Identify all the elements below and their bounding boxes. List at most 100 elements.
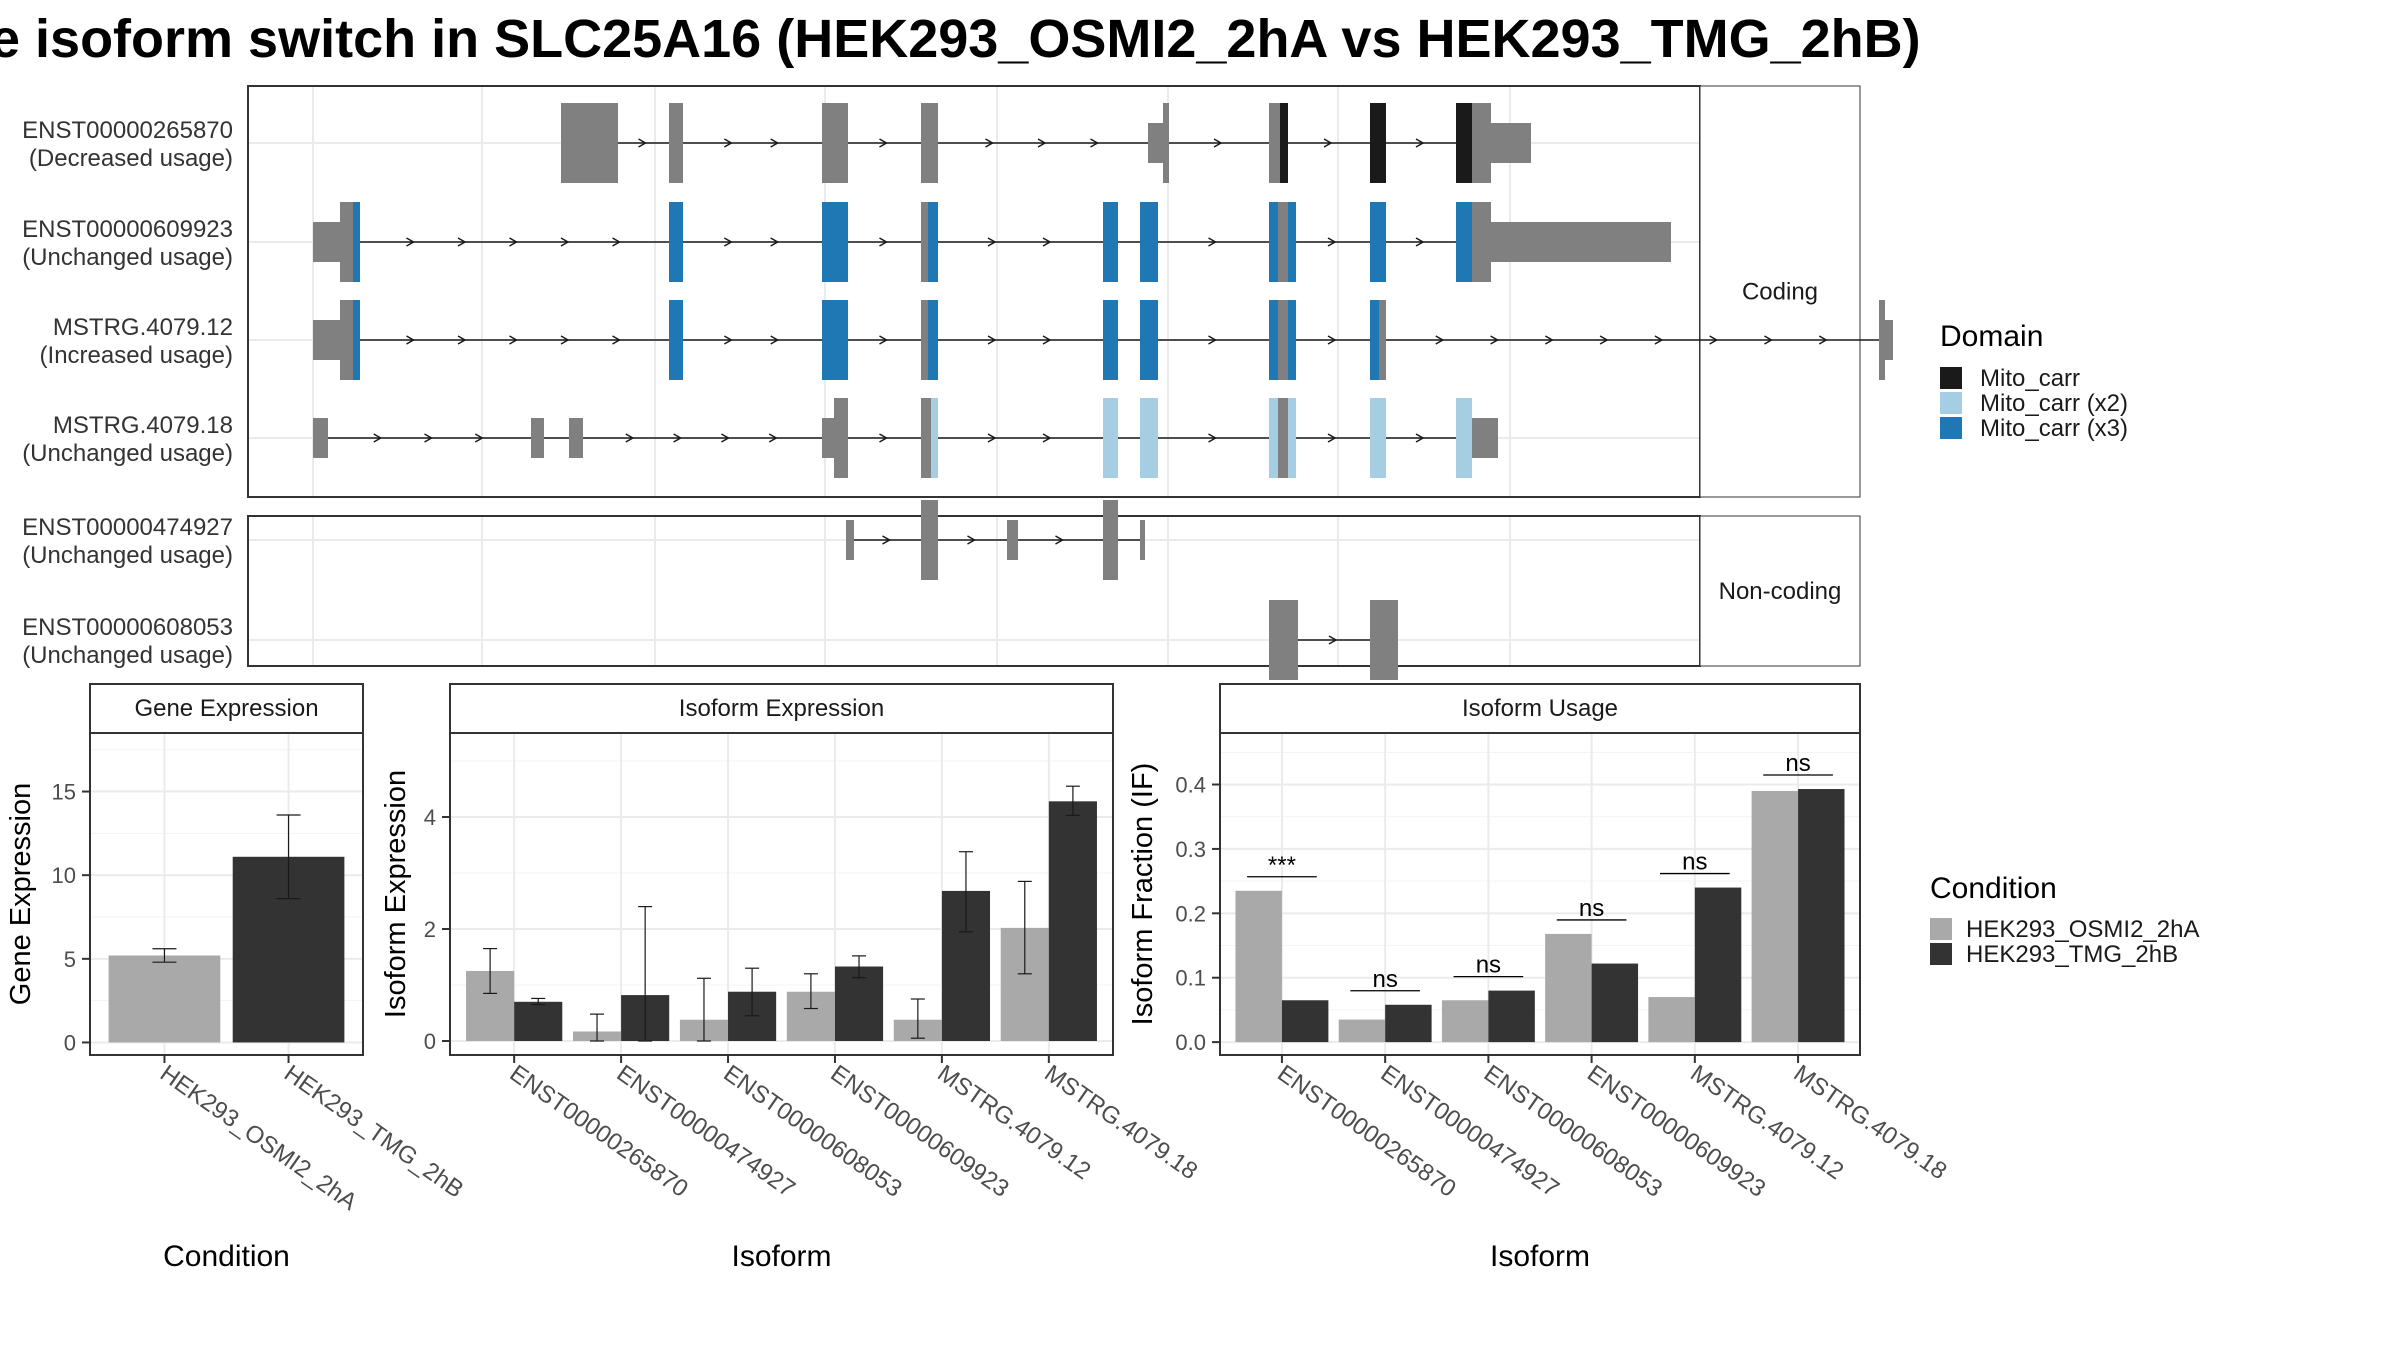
bar-panel-border [449, 732, 1114, 1056]
bar-panel-strip-label: Isoform Usage [1462, 695, 1618, 722]
bar-panel-border [1219, 732, 1861, 1056]
significance-label: *** [1268, 852, 1296, 879]
transcript-MSTRG.4079.18: MSTRG.4079.18(Unchanged usage) [22, 398, 1498, 478]
exon [834, 398, 848, 478]
direction-arrow [1435, 335, 1445, 345]
exon [1288, 300, 1296, 380]
bar [1648, 997, 1695, 1043]
transcript-id-label: ENST00000608053 [22, 614, 233, 641]
exon [931, 398, 938, 478]
direction-arrow [1709, 335, 1719, 345]
bar [108, 955, 221, 1043]
exon [1491, 123, 1531, 163]
exon [1103, 300, 1118, 380]
exon [1007, 520, 1018, 560]
exon [669, 202, 683, 282]
exon [1103, 202, 1118, 282]
direction-arrow [1208, 433, 1218, 443]
y-tick-label: 0.1 [1175, 966, 1206, 991]
exon [921, 202, 928, 282]
y-tick-label: 0.0 [1175, 1030, 1206, 1055]
exon [669, 103, 683, 183]
direction-arrow [1327, 335, 1337, 345]
exon [313, 320, 340, 360]
significance-label: ns [1682, 849, 1707, 876]
exon [1885, 320, 1893, 360]
exon [313, 418, 328, 458]
exon [921, 398, 931, 478]
y-axis-title: Gene Expression [5, 783, 37, 1005]
exon [1472, 103, 1491, 183]
x-tick-label: ENST00000609923 [1582, 1060, 1770, 1203]
x-tick-label: ENST00000265870 [1272, 1060, 1460, 1203]
y-tick-label: 0.3 [1175, 837, 1206, 862]
condition-legend-label: HEK293_OSMI2_2hA [1966, 916, 2199, 943]
direction-arrow [1055, 535, 1065, 545]
exon [1278, 103, 1280, 183]
x-tick-label: ENST00000265870 [505, 1060, 693, 1203]
bar [1048, 801, 1097, 1041]
y-tick-label: 15 [52, 780, 76, 805]
direction-arrow [1415, 138, 1425, 148]
exon [1288, 202, 1296, 282]
bar [1545, 933, 1592, 1043]
exon [313, 222, 340, 262]
exon [1140, 398, 1158, 478]
y-tick-label: 2 [424, 917, 436, 942]
direction-arrow [985, 138, 995, 148]
exon [561, 103, 618, 183]
x-axis-title: Isoform [1490, 1240, 1590, 1273]
bar-series-group: *** ns ns ns ns ns [1235, 750, 1845, 1043]
exon [340, 202, 353, 282]
y-tick-label: 10 [52, 863, 76, 888]
exon [1278, 398, 1288, 478]
exon [1370, 300, 1379, 380]
structure-strip [1699, 515, 1861, 667]
exon [921, 103, 938, 183]
direction-arrow [721, 433, 730, 443]
transcript-ENST00000608053: ENST00000608053(Unchanged usage) [22, 600, 1398, 680]
direction-arrow [879, 237, 889, 247]
direction-arrow [1328, 635, 1338, 645]
exon [1879, 300, 1885, 380]
direction-arrow [1327, 433, 1337, 443]
transcript-id-label: ENST00000474927 [22, 514, 233, 541]
bar [1591, 963, 1639, 1043]
direction-arrow [987, 433, 997, 443]
domain-legend-swatch [1940, 417, 1962, 439]
transcript-MSTRG.4079.12: MSTRG.4079.12(Increased usage) [40, 300, 1893, 380]
exon [1370, 103, 1386, 183]
transcript-id-label: ENST00000609923 [22, 216, 233, 243]
direction-arrow [1764, 335, 1773, 345]
exon [822, 103, 848, 183]
direction-arrow [770, 138, 780, 148]
direction-arrow [1327, 237, 1337, 247]
direction-arrow [406, 237, 416, 247]
transcript-usage-label: (Increased usage) [40, 342, 233, 369]
direction-arrow [882, 535, 892, 545]
transcript-ENST00000474927: ENST00000474927(Unchanged usage) [22, 500, 1145, 580]
condition-legend-label: HEK293_TMG_2hB [1966, 941, 2178, 968]
exon [921, 500, 938, 580]
bar [514, 1001, 563, 1041]
y-tick-label: 0 [64, 1030, 76, 1055]
x-tick-label: ENST00000474927 [612, 1060, 800, 1203]
exon [1456, 103, 1472, 183]
direction-arrow [1037, 138, 1047, 148]
direction-arrow [673, 433, 683, 443]
direction-arrow [1599, 335, 1609, 345]
exon [822, 418, 834, 458]
exon [1491, 222, 1671, 262]
bar-panel-border [89, 732, 364, 1056]
structure-strip [1699, 85, 1861, 498]
transcript-ENST00000609923: ENST00000609923(Unchanged usage) [22, 202, 1671, 282]
direction-arrow [1818, 335, 1828, 345]
exon [1140, 300, 1158, 380]
direction-arrow [560, 335, 570, 345]
figure-title: e isoform switch in SLC25A16 (HEK293_OSM… [0, 9, 1921, 69]
direction-arrow [967, 535, 977, 545]
